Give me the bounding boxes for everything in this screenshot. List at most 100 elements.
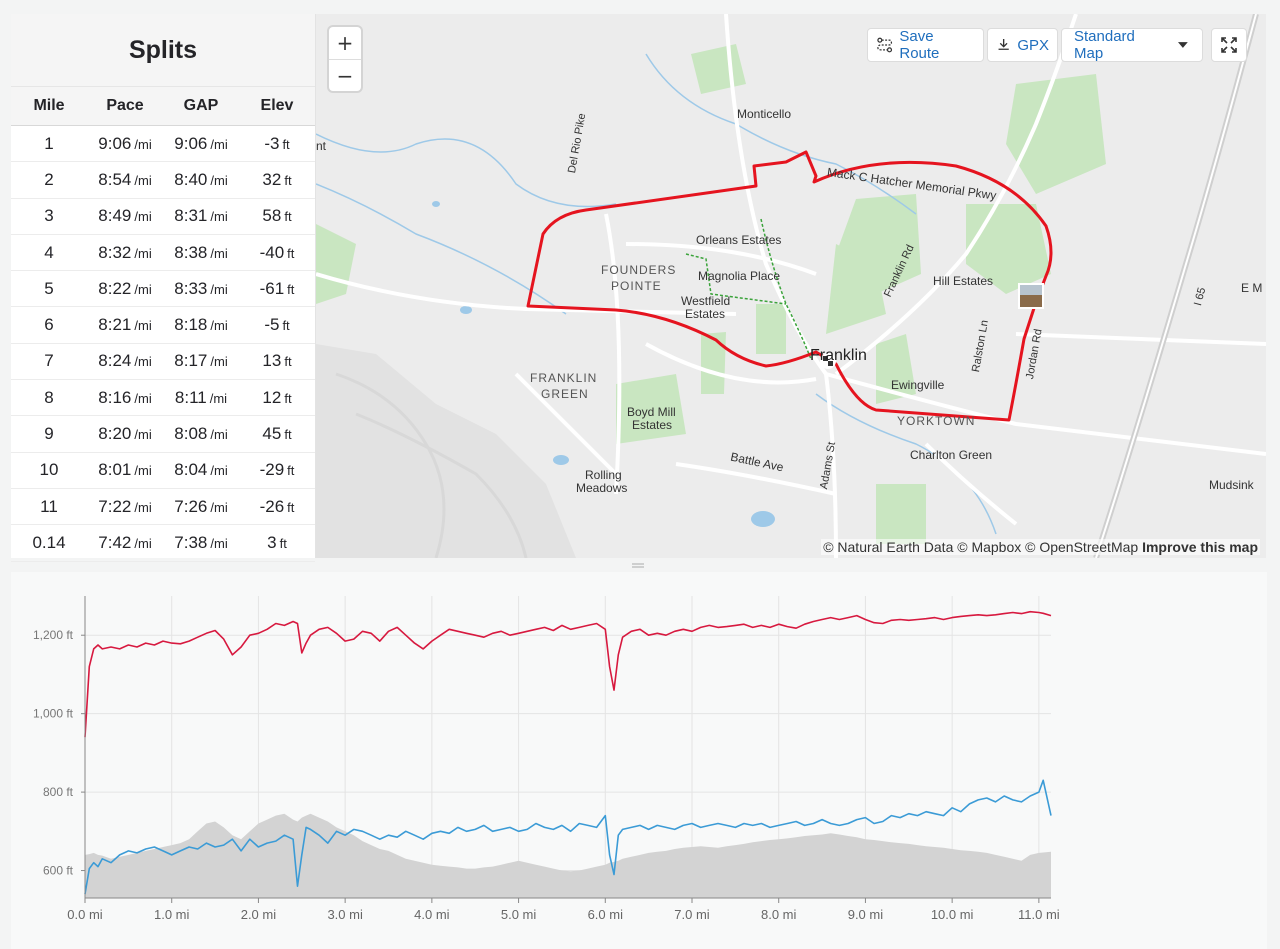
split-gap-value: 8:04 <box>174 460 208 480</box>
split-row: 8 8:16/mi 8:11/mi 12 ft <box>11 379 315 417</box>
x-tick-label: 3.0 mi <box>327 907 363 922</box>
x-tick-label: 0.0 mi <box>67 907 103 922</box>
elev-unit: ft <box>287 245 295 261</box>
split-elev: 58 ft <box>239 198 315 235</box>
pace-unit: /mi <box>134 390 152 406</box>
split-gap-value: 8:38 <box>174 242 208 262</box>
zoom-in-button[interactable]: + <box>329 27 361 59</box>
split-gap: 7:26/mi <box>163 488 239 526</box>
split-pace: 7:22/mi <box>87 488 163 526</box>
map-label-orleans-estates: Orleans Estates <box>696 233 782 247</box>
map-label-pointe: POINTE <box>611 279 662 293</box>
gap-unit: /mi <box>210 499 228 515</box>
split-mile: 9 <box>11 415 87 453</box>
x-tick-label: 2.0 mi <box>241 907 277 922</box>
elev-unit: ft <box>287 281 295 297</box>
split-elev-value: 45 <box>262 424 282 444</box>
gap-unit: /mi <box>210 172 228 188</box>
save-route-button[interactable]: Save Route <box>867 28 984 62</box>
split-elev: 3 ft <box>239 524 315 562</box>
split-pace-value: 8:32 <box>98 242 132 262</box>
x-tick-label: 4.0 mi <box>414 907 450 922</box>
zoom-out-button[interactable]: − <box>329 59 361 91</box>
split-elev: 13 ft <box>239 343 315 381</box>
split-gap-value: 7:26 <box>174 496 208 516</box>
splits-table: Mile Pace GAP Elev 1 9:06/mi 9:06/mi -3 ft 2 8… <box>11 86 315 562</box>
y-tick-label: 1,000 ft <box>33 707 74 721</box>
gpx-download-button[interactable]: GPX <box>987 28 1058 62</box>
map-label-hill-estates: Hill Estates <box>933 274 994 288</box>
chart-svg[interactable]: 1,200 ft 1,000 ft 800 ft 600 ft 0.0 mi 1.0 mi… <box>11 572 1267 949</box>
map-label-rolling: Rolling <box>585 468 622 482</box>
split-pace-value: 8:20 <box>98 424 132 444</box>
pace-line <box>84 779 1052 895</box>
zoom-controls: + − <box>329 27 361 91</box>
elev-unit: ft <box>284 354 292 370</box>
split-pace: 8:54/mi <box>87 161 163 199</box>
grade-area <box>85 813 1051 898</box>
split-row: 6 8:21/mi 8:18/mi -5 ft <box>11 306 315 344</box>
map-label-charlton-green: Charlton Green <box>910 448 993 462</box>
elev-header: Elev <box>239 86 315 126</box>
split-elev: 12 ft <box>239 379 315 417</box>
split-pace: 9:06/mi <box>87 125 163 163</box>
split-pace-value: 8:49 <box>98 206 132 226</box>
map-label-yorktown: YORKTOWN <box>897 414 976 428</box>
map-style-dropdown[interactable]: Standard Map <box>1061 28 1203 62</box>
pace-unit: /mi <box>134 245 152 261</box>
map-canvas[interactable] <box>316 14 1266 558</box>
route-icon <box>877 37 893 53</box>
split-elev-value: -26 <box>259 496 285 516</box>
x-tick-label: 5.0 mi <box>501 907 537 922</box>
splits-panel: Splits Mile Pace GAP Elev 1 9:06/mi 9:06/m… <box>11 14 316 562</box>
gap-header: GAP <box>163 86 239 126</box>
split-elev: 45 ft <box>239 415 315 453</box>
split-pace: 8:20/mi <box>87 415 163 453</box>
elev-unit: ft <box>284 390 292 406</box>
route-map[interactable]: + − Save Route GPX Standard Map nt Monti… <box>316 14 1266 558</box>
split-elev: -29 ft <box>239 452 315 489</box>
map-label-franklin: Franklin <box>810 347 867 364</box>
split-row: 3 8:49/mi 8:31/mi 58 ft <box>11 198 315 235</box>
split-gap-value: 8:33 <box>174 278 208 298</box>
split-pace: 7:42/mi <box>87 524 163 562</box>
resize-handle[interactable] <box>632 563 644 568</box>
split-gap-value: 8:40 <box>174 169 208 189</box>
split-gap: 8:38/mi <box>163 234 239 272</box>
elevation-pace-chart[interactable]: 1,200 ft 1,000 ft 800 ft 600 ft 0.0 mi 1.0 mi… <box>11 572 1267 949</box>
elev-unit: ft <box>284 209 292 225</box>
map-label-westfield-estates: Estates <box>685 307 726 321</box>
splits-rows: 1 9:06/mi 9:06/mi -3 ft 2 8:54/mi 8:40/mi 32 ft 3 8… <box>11 125 315 562</box>
pace-unit: /mi <box>134 209 152 225</box>
download-icon <box>998 39 1009 50</box>
split-row: 5 8:22/mi 8:33/mi -61 ft <box>11 270 315 308</box>
split-pace-value: 8:24 <box>98 351 132 371</box>
pace-unit: /mi <box>134 535 152 551</box>
map-style-label: Standard Map <box>1074 28 1135 62</box>
elev-unit: ft <box>284 427 292 443</box>
split-mile: 8 <box>11 379 87 417</box>
elev-unit: ft <box>279 535 287 551</box>
elev-unit: ft <box>287 499 295 515</box>
gpx-label: GPX <box>1017 36 1049 54</box>
map-label-westfield: Westfield <box>681 294 731 308</box>
fullscreen-button[interactable] <box>1211 28 1247 62</box>
gap-unit: /mi <box>210 463 228 479</box>
map-attribution: © Natural Earth Data © Mapbox © OpenStre… <box>821 539 1260 555</box>
pace-unit: /mi <box>134 172 152 188</box>
map-label-magnolia-place: Magnolia Place <box>698 269 781 283</box>
finish-flag-marker <box>820 353 836 369</box>
split-elev: -40 ft <box>239 234 315 272</box>
pace-unit: /mi <box>134 136 152 152</box>
split-elev: -3 ft <box>239 125 315 163</box>
split-gap: 8:33/mi <box>163 270 239 308</box>
map-label-nt: nt <box>316 139 327 153</box>
split-gap: 8:18/mi <box>163 306 239 344</box>
split-elev: -5 ft <box>239 306 315 344</box>
elev-unit: ft <box>282 136 290 152</box>
split-pace: 8:32/mi <box>87 234 163 272</box>
split-elev-value: -61 <box>259 278 285 298</box>
map-label-mudsink: Mudsink <box>1209 478 1254 492</box>
split-pace: 8:49/mi <box>87 198 163 235</box>
improve-map-link[interactable]: Improve this map <box>1142 539 1258 555</box>
